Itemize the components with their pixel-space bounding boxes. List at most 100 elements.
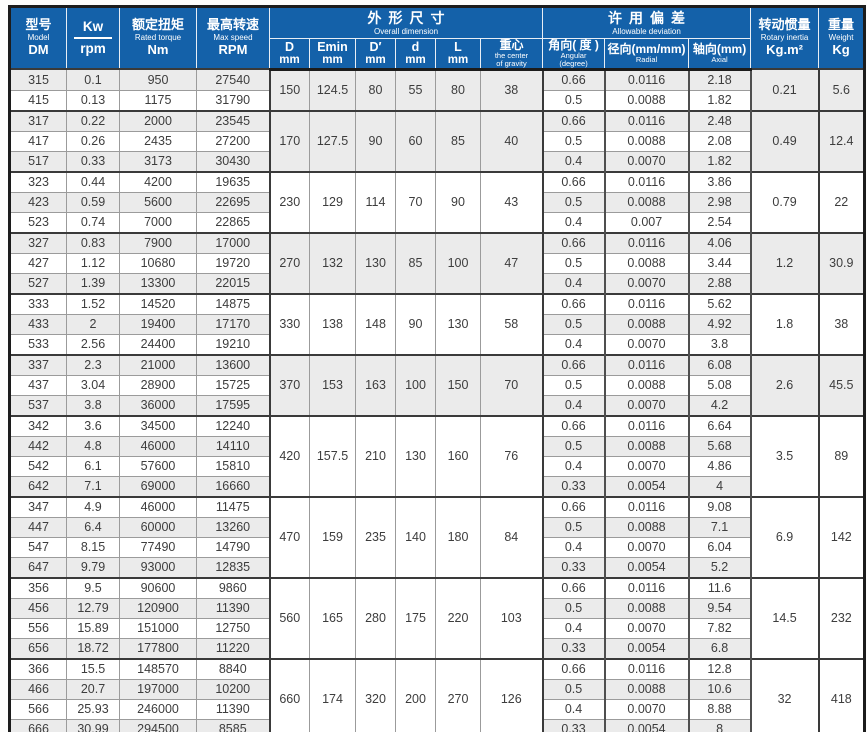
dim-d-label: d <box>411 39 420 54</box>
cell-dim: 330 <box>269 292 310 356</box>
cell-model: 423 <box>9 191 67 213</box>
cell-speed: 17170 <box>196 313 271 335</box>
cell-angular: 0.66 <box>541 576 606 599</box>
cell-kw: 0.44 <box>66 170 120 193</box>
cell-dim: 660 <box>269 657 310 732</box>
model-label-zh: 型号 <box>25 17 52 33</box>
cell-inertia: 1.2 <box>750 231 820 295</box>
cell-axial: 11.6 <box>687 576 752 599</box>
table-row: 433 2 19400 17170 0.5 0.0088 4.92 <box>9 313 865 335</box>
cell-torque: 14520 <box>119 292 197 315</box>
col-header-angular: 角向( 度 ) Angular (degree) <box>542 38 606 71</box>
cell-angular: 0.5 <box>541 678 606 700</box>
spec-table-body: 315 0.1 950 27540 150 124.5 80 55 80 38 0.66 0.0116… <box>9 68 866 732</box>
table-row: 656 18.72 177800 11220 0.33 0.0054 6.8 <box>9 637 865 660</box>
cell-model: 317 <box>9 109 67 132</box>
cell-speed: 12240 <box>196 414 271 437</box>
cell-model: 647 <box>9 556 67 579</box>
cell-dim: 70 <box>395 170 436 234</box>
dim-L-unit: mm <box>447 54 469 66</box>
header-row-sub: D mm Emin mm D′ mm d mm L mm <box>10 38 865 71</box>
cell-angular: 0.4 <box>541 272 606 295</box>
cell-model: 337 <box>9 353 67 376</box>
cg-label-en2: of gravity <box>496 59 527 69</box>
cell-speed: 14110 <box>196 435 271 457</box>
cell-dim: 84 <box>479 495 544 579</box>
cell-model: 366 <box>9 657 67 680</box>
cg-label-zh: 重心 <box>499 38 524 52</box>
cell-axial: 5.2 <box>687 556 752 579</box>
cell-angular: 0.66 <box>541 170 606 193</box>
cell-weight: 30.9 <box>818 231 866 295</box>
cell-axial: 3.86 <box>687 170 752 193</box>
table-header: 型号 Model DM Kw rpm 额定扭矩 Rated torque Nm … <box>9 6 866 71</box>
cell-torque: 177800 <box>119 637 197 660</box>
cell-torque: 46000 <box>119 435 197 457</box>
col-header-speed: 最高转速 Max speed RPM <box>196 6 270 70</box>
fraction-bar <box>74 37 112 40</box>
cell-model: 556 <box>9 617 67 639</box>
cell-radial: 0.0070 <box>603 617 690 639</box>
cell-dim: 170 <box>269 109 310 173</box>
cell-speed: 19720 <box>196 252 271 274</box>
cell-kw: 1.52 <box>66 292 120 315</box>
table-row: 423 0.59 5600 22695 0.5 0.0088 2.98 <box>9 191 865 213</box>
cell-dim: 150 <box>269 68 310 112</box>
cell-model: 523 <box>9 211 67 234</box>
cell-torque: 148570 <box>119 657 197 680</box>
cell-axial: 4.2 <box>687 394 752 417</box>
cell-torque: 34500 <box>119 414 197 437</box>
cell-torque: 1175 <box>119 89 197 112</box>
cell-kw: 2 <box>66 313 120 335</box>
cell-kw: 12.79 <box>66 597 120 619</box>
cell-dim: 132 <box>309 231 356 295</box>
torque-label-en: Rated torque <box>134 33 182 43</box>
cell-kw: 4.8 <box>66 435 120 457</box>
dim-D-unit: mm <box>279 54 300 66</box>
cell-axial: 6.04 <box>687 536 752 558</box>
table-row: 456 12.79 120900 11390 0.5 0.0088 9.54 <box>9 597 865 619</box>
cell-kw: 20.7 <box>66 678 120 700</box>
cell-axial: 2.98 <box>687 191 752 213</box>
cell-dim: 85 <box>435 109 481 173</box>
table-row: 442 4.8 46000 14110 0.5 0.0088 5.68 <box>9 435 865 457</box>
cell-dim: 174 <box>309 657 356 732</box>
cell-dim: 100 <box>435 231 481 295</box>
model-label-en: Model <box>27 33 50 43</box>
spec-table: 型号 Model DM Kw rpm 额定扭矩 Rated torque Nm … <box>8 5 867 732</box>
table-row: 447 6.4 60000 13260 0.5 0.0088 7.1 <box>9 516 865 538</box>
cell-dim: 140 <box>395 495 436 579</box>
cell-axial: 8 <box>687 718 752 732</box>
cell-kw: 0.13 <box>66 89 120 112</box>
cell-torque: 294500 <box>119 718 197 732</box>
cell-torque: 90600 <box>119 576 197 599</box>
cell-model: 347 <box>9 495 67 518</box>
cell-speed: 17595 <box>196 394 271 417</box>
cell-axial: 6.8 <box>687 637 752 660</box>
cell-model: 415 <box>9 89 67 112</box>
dim-Dprime-unit: mm <box>365 54 386 66</box>
cell-torque: 197000 <box>119 678 197 700</box>
cell-dim: 127.5 <box>309 109 356 173</box>
axial-label-en: Axial <box>711 55 728 65</box>
cell-model: 356 <box>9 576 67 599</box>
cell-torque: 93000 <box>119 556 197 579</box>
cell-model: 323 <box>9 170 67 193</box>
dim-Emin-label: Emin <box>317 39 348 54</box>
cell-dim: 165 <box>309 576 356 660</box>
cell-radial: 0.0116 <box>603 109 690 132</box>
cell-model: 466 <box>9 678 67 700</box>
cell-dim: 560 <box>269 576 310 660</box>
cell-torque: 246000 <box>119 698 197 720</box>
cell-radial: 0.0116 <box>603 576 690 599</box>
speed-unit: RPM <box>218 42 248 58</box>
table-row: 666 30.99 294500 8585 0.33 0.0054 8 <box>9 718 865 732</box>
cell-inertia: 1.8 <box>750 292 820 356</box>
cell-speed: 11475 <box>196 495 271 518</box>
cell-speed: 17000 <box>196 231 271 254</box>
cell-weight: 5.6 <box>818 68 866 112</box>
cell-dim: 85 <box>395 231 436 295</box>
dim-Emin-unit: mm <box>322 54 343 66</box>
cell-kw: 7.1 <box>66 475 120 498</box>
